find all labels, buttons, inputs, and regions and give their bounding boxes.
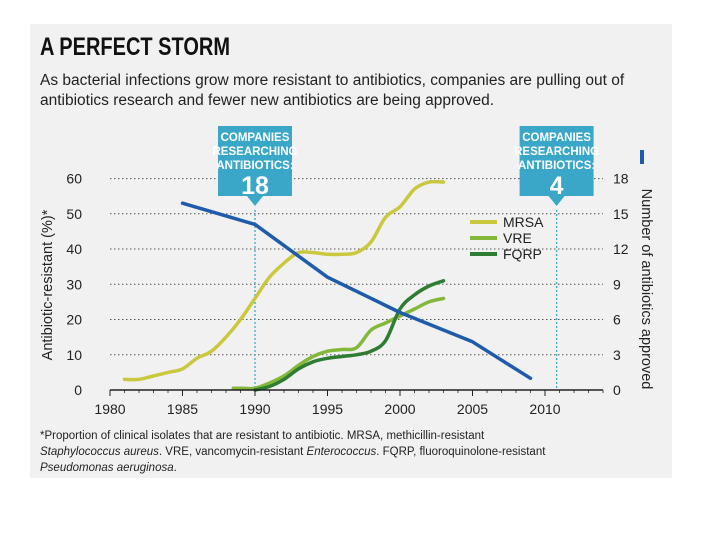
legend-label: MRSA	[503, 214, 544, 230]
series-line-vre	[231, 296, 446, 391]
y2-tick-label: 3	[613, 347, 621, 363]
callout-line2: RESEARCHING	[213, 146, 298, 158]
y-axis-label: Antibiotic-resistant (%)*	[40, 209, 56, 360]
x-tick-label: 1980	[94, 401, 125, 417]
y-tick-label: 10	[66, 347, 82, 363]
figure-title: A PERFECT STORM	[40, 33, 231, 61]
y2-tick-label: 15	[613, 206, 629, 222]
axes: 0 10 20 30 40 50 60 0 3 6 9 12 15 18 1980 1985 1990 1995 2…	[40, 150, 654, 417]
figure-subtitle: As bacterial infections grow more resist…	[40, 72, 625, 109]
y-tick-label: 40	[66, 241, 82, 257]
y2-tick-label: 12	[613, 241, 629, 257]
callout-line3: ANTIBIOTICS:	[518, 160, 595, 172]
x-tick-label: 1985	[167, 401, 198, 417]
callout-banner	[218, 126, 292, 206]
y2-series-marker	[640, 150, 644, 164]
footnote-species1: Staphylococcus aureus	[40, 446, 159, 458]
footnote: *Proportion of clinical isolates that ar…	[40, 428, 660, 476]
x-tick-label: 1995	[312, 401, 343, 417]
y2-tick-label: 6	[613, 312, 621, 328]
y-tick-label: 0	[74, 382, 82, 398]
x-tick-label: 2005	[457, 401, 488, 417]
series-line-number-of-antibiotics-approved	[180, 201, 533, 381]
callout-line1: COMPANIES	[221, 132, 290, 144]
footnote-text3: . FQRP, fluoroquinolone-resistant	[376, 446, 546, 458]
y2-axis-label: Number of antibiotics approved	[638, 189, 654, 390]
callouts: COMPANIESRESEARCHINGANTIBIOTICS:18COMPAN…	[213, 126, 599, 390]
x-tick-label: 2010	[529, 401, 560, 417]
callout-value: 18	[241, 172, 269, 200]
y2-tick-label: 18	[613, 171, 629, 187]
y2-tick-label: 9	[613, 276, 621, 292]
legend-label: FQRP	[503, 246, 542, 262]
footnote-text2: . VRE, vancomycin-resistant	[158, 446, 307, 458]
series-line-mrsa	[122, 179, 446, 382]
x-tick-label: 2000	[384, 401, 415, 417]
footnote-line1: *Proportion of clinical isolates that ar…	[40, 430, 485, 442]
y-tick-label: 60	[66, 171, 82, 187]
y2-tick-label: 0	[613, 382, 621, 398]
y-tick-label: 30	[66, 276, 82, 292]
series-line-fqrp	[253, 279, 446, 392]
series-lines	[122, 179, 533, 392]
callout-line3: ANTIBIOTICS:	[216, 160, 293, 172]
y-tick-label: 50	[66, 206, 82, 222]
footnote-species2: Enterococcus	[306, 446, 377, 458]
figure-panel	[30, 24, 672, 478]
callout-line1: COMPANIES	[522, 132, 591, 144]
footnote-species3: Pseudomonas aeruginosa	[40, 462, 174, 474]
callout-value: 4	[550, 172, 564, 200]
callout-line2: RESEARCHING	[514, 146, 599, 158]
x-tick-label: 1990	[239, 401, 270, 417]
y-tick-label: 20	[66, 312, 82, 328]
callout-banner	[519, 126, 594, 206]
legend-label: VRE	[503, 230, 532, 246]
footnote-text4: .	[173, 462, 177, 474]
